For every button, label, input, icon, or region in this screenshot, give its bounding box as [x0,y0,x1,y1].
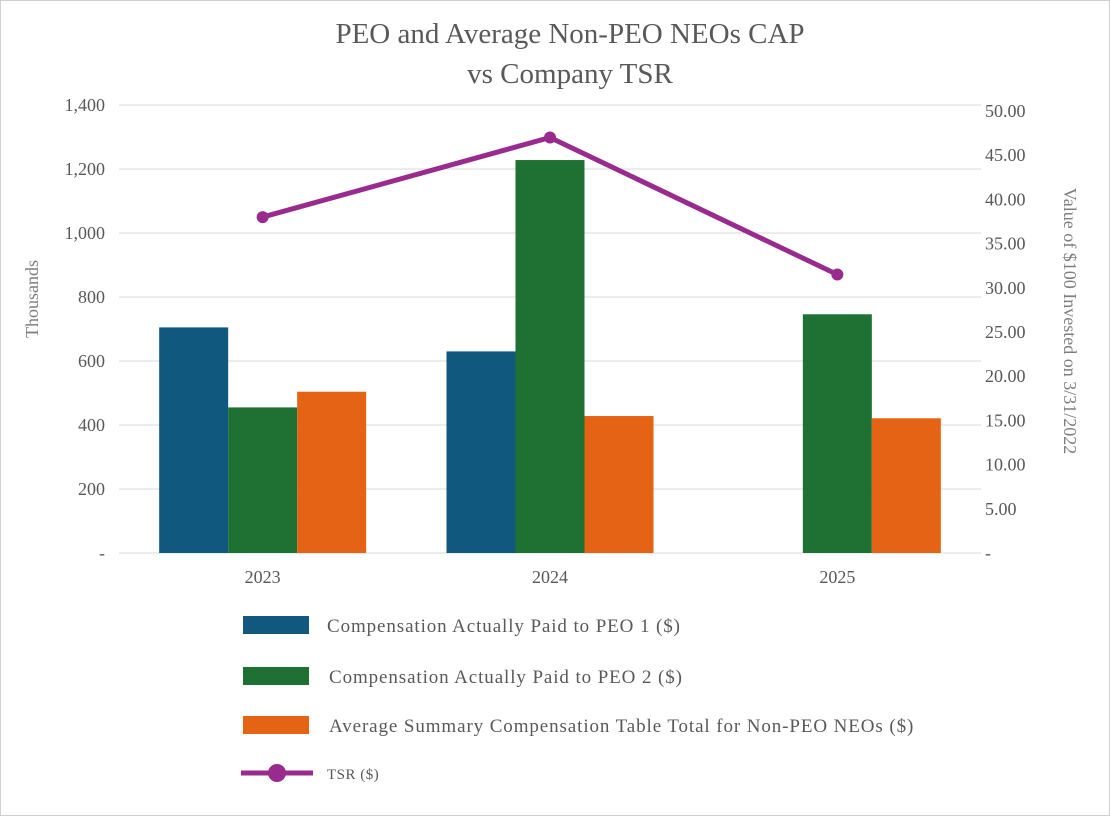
bar-1-2023 [159,327,229,553]
right-tick-label: 10.00 [985,455,1026,475]
tsr-point-2023 [256,211,269,224]
legend-label-1: Compensation Actually Paid to PEO 1 ($) [327,616,681,637]
bar-2-2025 [802,314,872,553]
legend-label-tsr: TSR ($) [327,767,379,783]
left-axis-title: Thousands [22,260,42,338]
tsr-point-2024 [544,131,556,144]
bar-series [159,160,941,554]
x-tick-label: 2024 [532,567,568,587]
left-tick-label: - [99,543,105,563]
bar-3-2023 [297,391,367,553]
right-axis-ticks: - 5.00 10.00 15.00 20.00 25.00 30.00 35.00 40.00… [985,101,1026,563]
left-tick-label: 200 [78,479,105,499]
right-tick-label: 50.00 [985,101,1026,121]
legend-marker-tsr [268,764,286,782]
left-tick-label: 800 [78,287,105,307]
right-axis-title: Value of $100 Invested on 3/31/2022 [1060,188,1080,454]
left-tick-label: 400 [78,415,105,435]
chart-title-line-1: PEO and Average Non-PEO NEOs CAP [335,18,804,50]
legend: Compensation Actually Paid to PEO 1 ($) C… [241,616,914,783]
x-tick-label: 2025 [819,567,855,587]
chart-title: PEO and Average Non-PEO NEOs CAP vs Comp… [335,18,804,90]
bar-1-2024 [446,351,516,553]
bar-3-2025 [871,418,941,553]
legend-swatch-1 [243,616,309,634]
left-axis-ticks: - 200 400 600 800 1,000 1,200 1,400 [65,95,106,563]
tsr-point-2025 [831,268,844,281]
right-tick-label: 40.00 [985,189,1026,209]
bar-2-2023 [228,407,298,553]
x-tick-label: 2023 [245,567,281,587]
right-tick-label: 15.00 [985,410,1026,430]
left-tick-label: 1,400 [65,95,106,115]
chart-title-line-2: vs Company TSR [467,58,673,90]
bar-2-2024 [515,160,585,554]
legend-label-3: Average Summary Compensation Table Total… [329,716,914,737]
legend-label-2: Compensation Actually Paid to PEO 2 ($) [329,667,683,688]
left-tick-label: 1,200 [65,159,106,179]
left-tick-label: 1,000 [65,223,106,243]
right-tick-label: 20.00 [985,366,1026,386]
legend-swatch-3 [243,716,309,734]
right-tick-label: 30.00 [985,278,1026,298]
legend-swatch-2 [243,667,309,685]
left-tick-label: 600 [78,351,105,371]
right-tick-label: - [985,543,991,563]
tsr-line-series [256,131,844,281]
right-tick-label: 45.00 [985,145,1026,165]
right-tick-label: 35.00 [985,234,1026,254]
x-axis-ticks: 2023 2024 2025 [245,567,856,587]
right-tick-label: 25.00 [985,322,1026,342]
right-tick-label: 5.00 [985,499,1017,519]
bar-3-2024 [584,416,654,553]
